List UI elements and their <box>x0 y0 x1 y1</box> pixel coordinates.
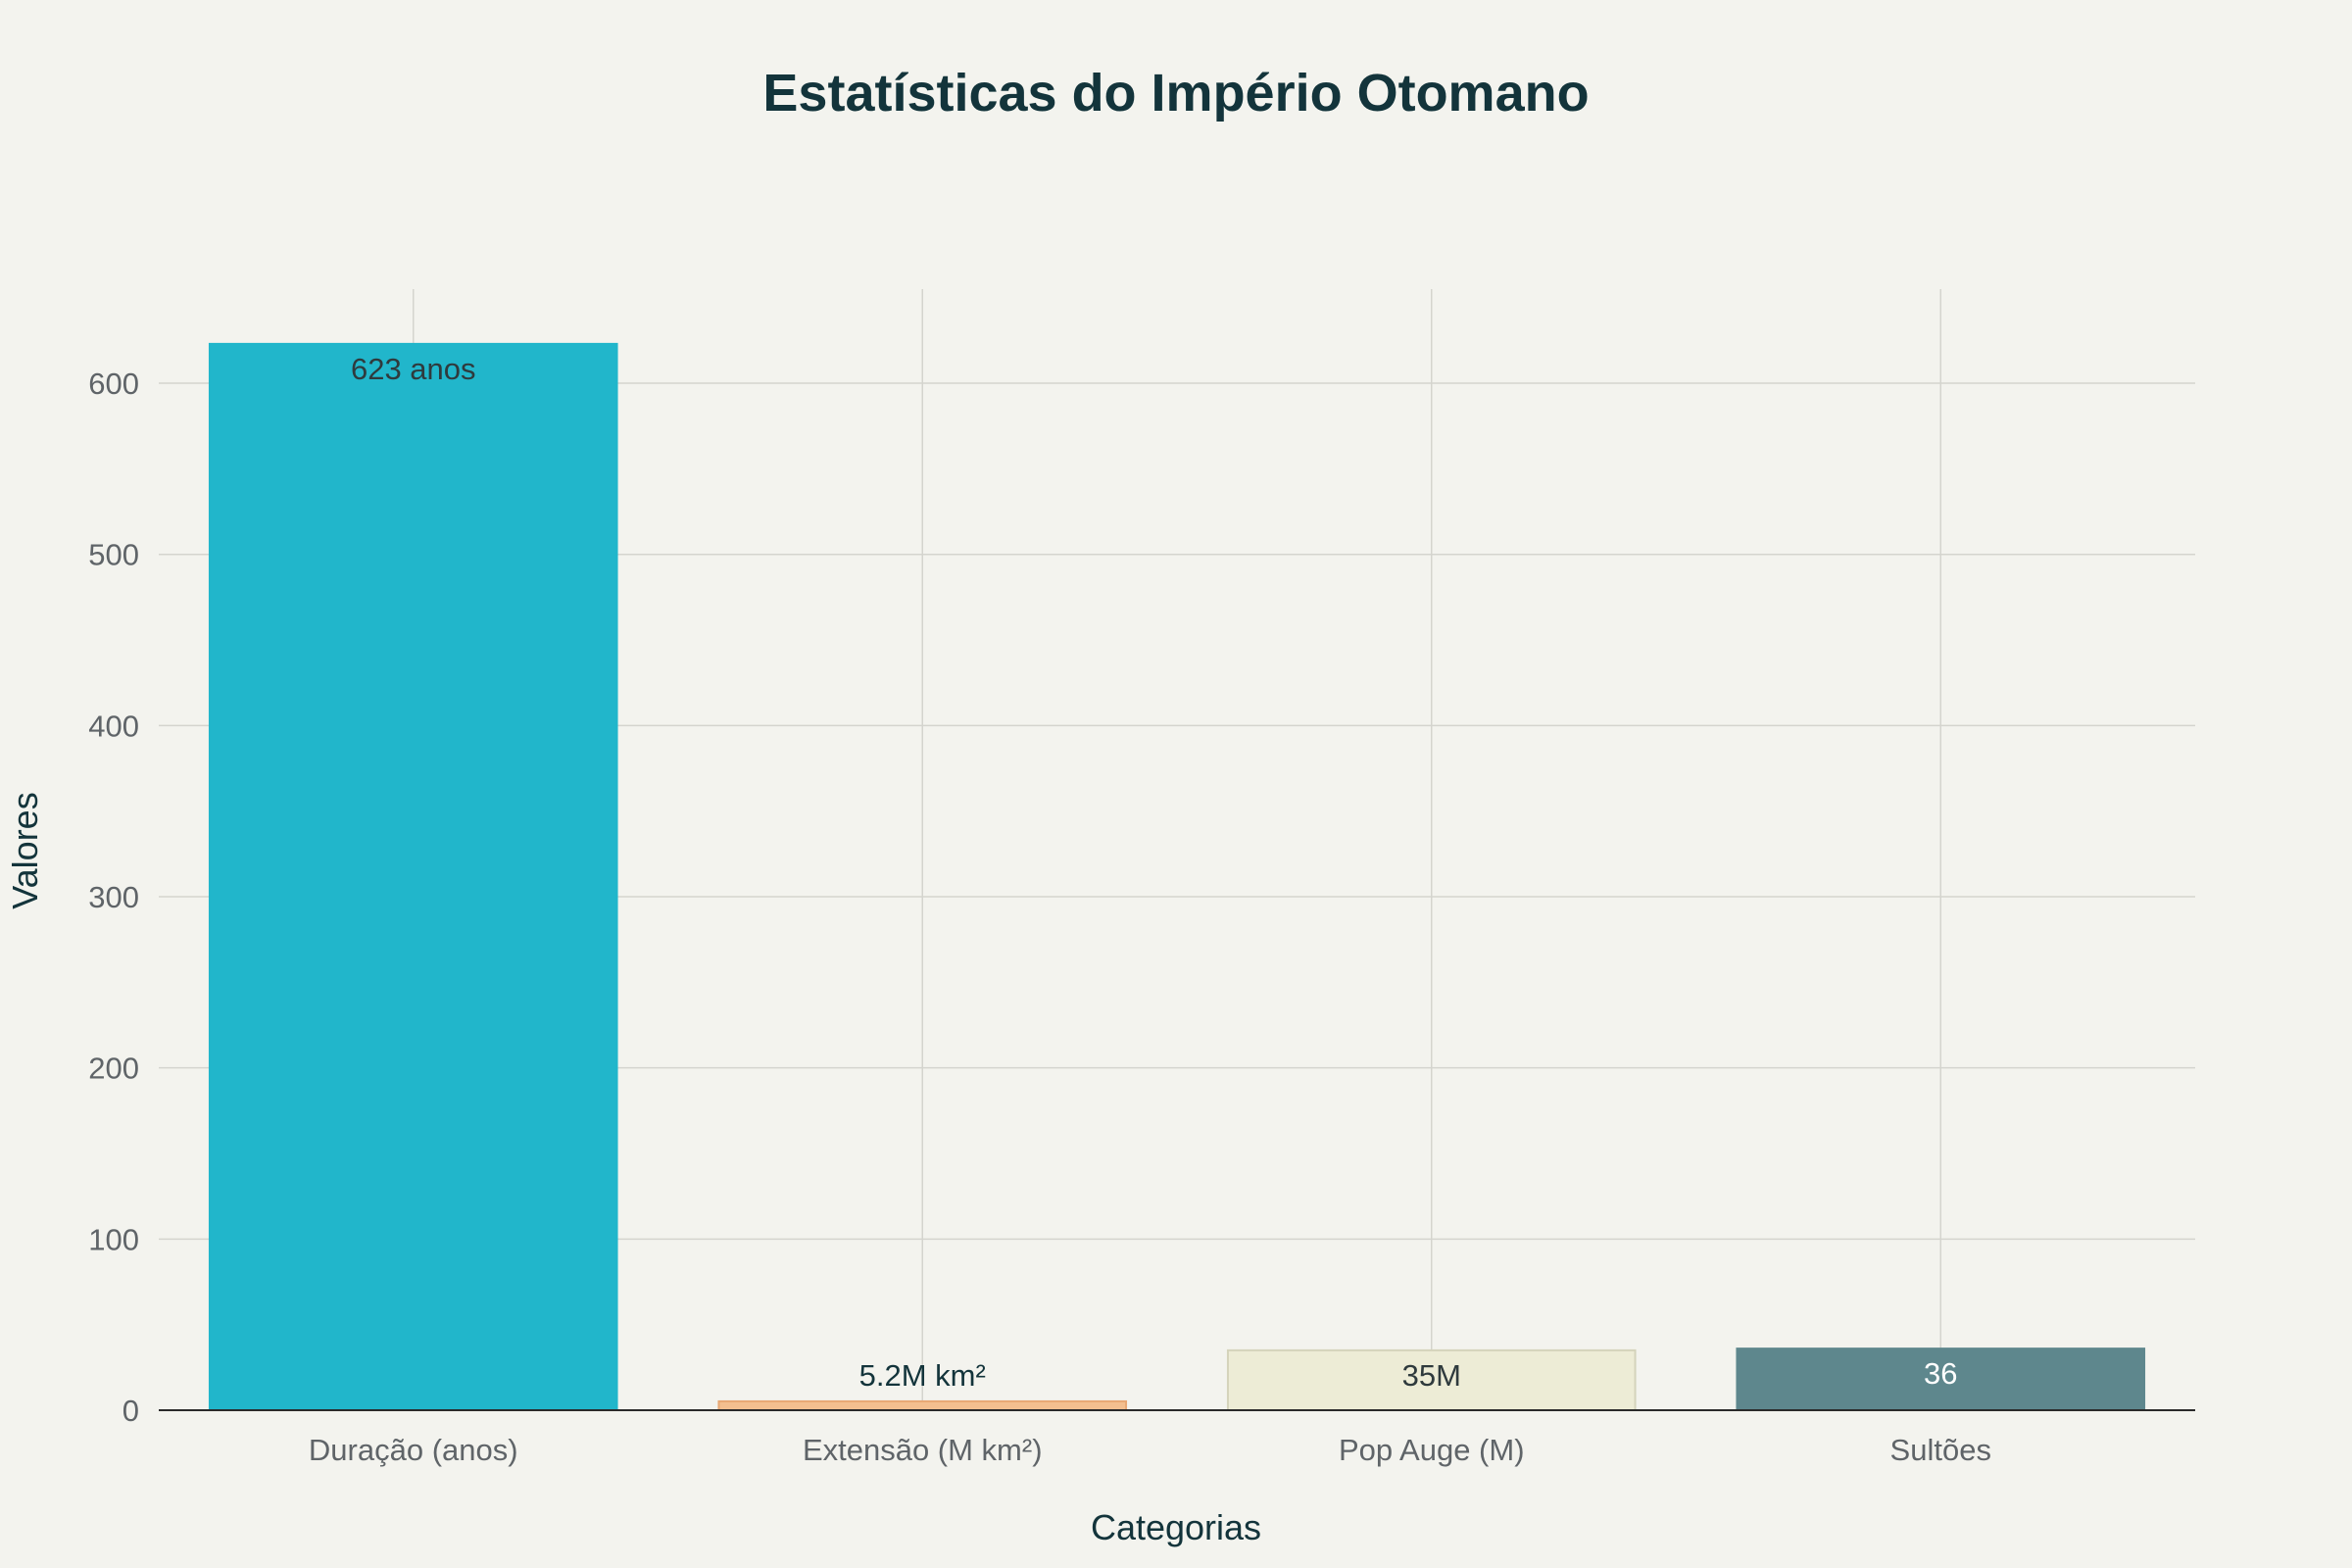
x-tick-labels: Duração (anos) Extensão (M km²) Pop Auge (… <box>309 1433 1991 1467</box>
data-label: 623 anos <box>351 352 476 386</box>
bar[interactable] <box>208 342 618 1411</box>
data-labels: 623 anos 5.2M km² 35M 36 <box>351 352 1958 1393</box>
x-tick-label: Sultões <box>1890 1433 1991 1467</box>
y-tick-label: 100 <box>88 1222 139 1256</box>
y-tick-label: 0 <box>122 1394 139 1428</box>
y-tick-label: 200 <box>88 1052 139 1086</box>
data-label: 36 <box>1924 1356 1957 1391</box>
data-label: 35M <box>1402 1358 1461 1393</box>
bar[interactable] <box>1736 1348 2146 1411</box>
y-tick-label: 500 <box>88 538 139 572</box>
y-tick-label: 600 <box>88 367 139 401</box>
bar-layer <box>208 342 2146 1412</box>
x-tick-label: Extensão (M km²) <box>803 1433 1043 1467</box>
y-tick-label: 300 <box>88 880 139 914</box>
data-label: 5.2M km² <box>859 1358 986 1393</box>
y-tick-labels: 0 100 200 300 400 500 600 <box>88 367 139 1428</box>
y-axis-title: Valores <box>5 792 45 908</box>
y-tick-label: 400 <box>88 709 139 743</box>
bar[interactable] <box>1226 1348 1637 1412</box>
bar[interactable] <box>717 1399 1128 1411</box>
chart-title: Estatísticas do Império Otomano <box>762 64 1589 122</box>
x-tick-label: Duração (anos) <box>309 1433 518 1467</box>
x-axis-title: Categorias <box>1091 1507 1261 1547</box>
x-tick-label: Pop Auge (M) <box>1339 1433 1525 1467</box>
